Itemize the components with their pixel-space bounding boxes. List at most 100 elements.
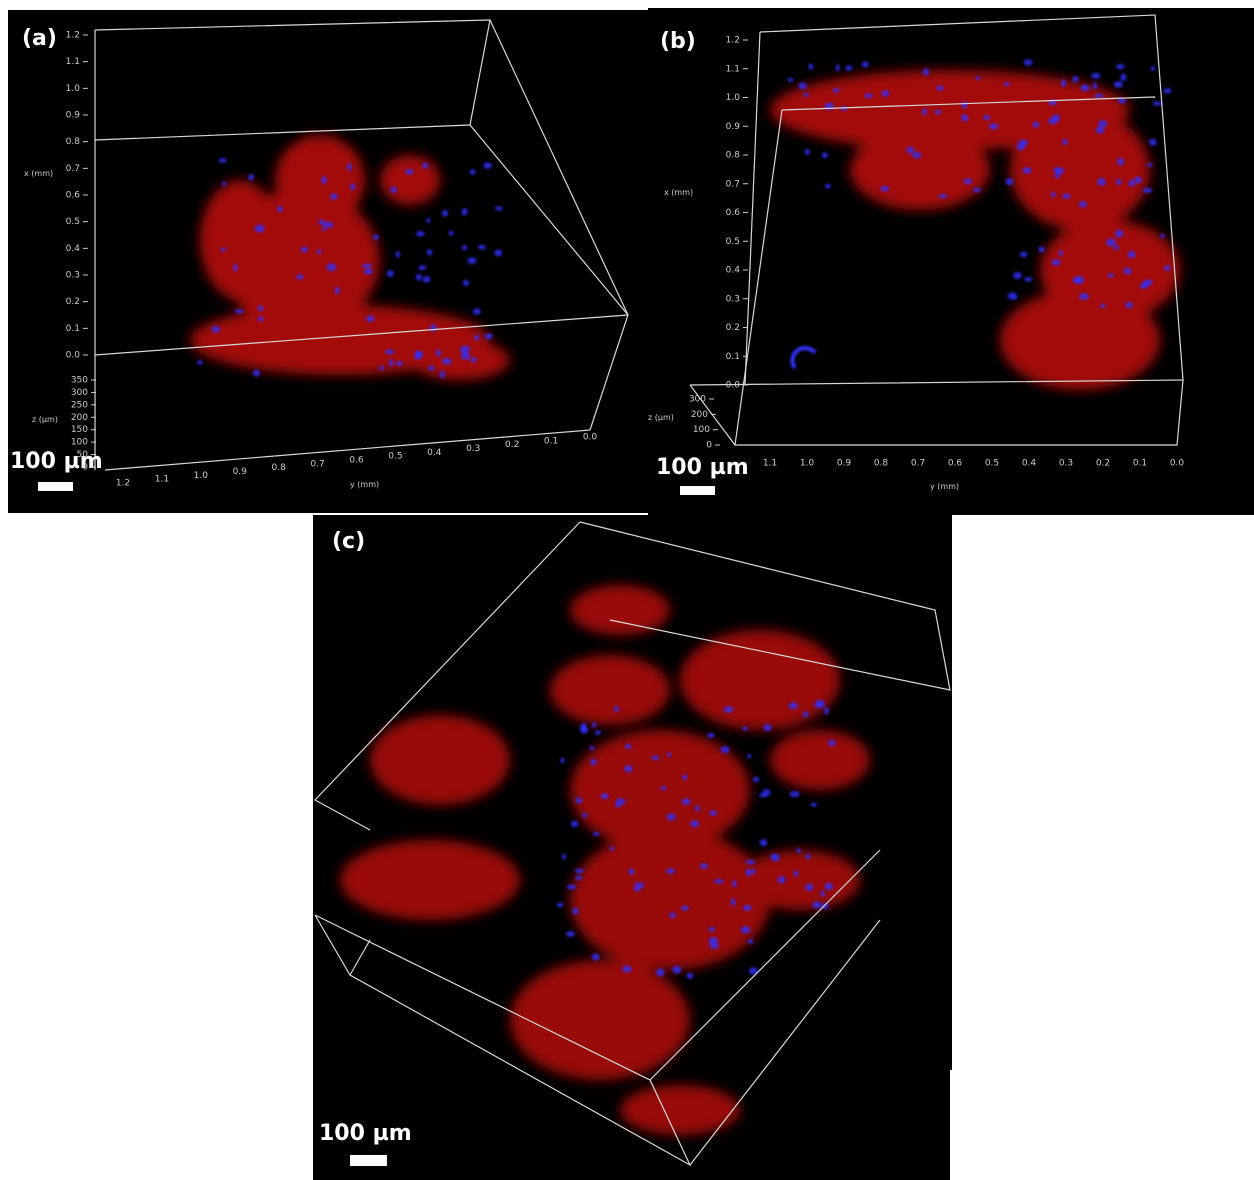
tick-label: 0.1 <box>1133 459 1147 469</box>
nucleus <box>248 174 254 181</box>
nucleus <box>862 61 869 67</box>
nucleus <box>833 88 840 93</box>
tick-label: 1.0 <box>66 84 81 94</box>
nucleus <box>440 371 445 379</box>
nucleus <box>667 813 676 820</box>
nucleus <box>822 152 828 158</box>
nucleus <box>1053 168 1061 172</box>
tick-label: 0.2 <box>1096 459 1110 469</box>
nucleus <box>1125 302 1132 308</box>
nucleus <box>803 711 809 717</box>
nucleus <box>752 869 756 874</box>
tick-label: 200 <box>71 413 88 423</box>
nucleus <box>414 351 423 359</box>
nucleus <box>387 270 394 277</box>
panel-label: (c) <box>332 529 365 554</box>
nucleus <box>1117 158 1124 165</box>
nucleus <box>825 883 833 890</box>
nucleus <box>590 759 596 766</box>
tick-label: 1.2 <box>66 31 80 41</box>
nucleus <box>1094 94 1103 98</box>
tick-label: 0.1 <box>726 352 740 362</box>
nucleus <box>389 359 393 367</box>
nucleus <box>1143 280 1153 285</box>
nucleus <box>449 231 454 236</box>
nucleus <box>700 863 708 869</box>
nucleus <box>687 973 694 979</box>
nucleus <box>1081 84 1090 91</box>
nucleus <box>614 706 619 712</box>
scale-bar <box>350 1155 387 1166</box>
nucleus <box>828 740 835 747</box>
nucleus <box>321 176 326 184</box>
tick-label: 0.4 <box>427 448 442 458</box>
nucleus <box>1020 252 1028 258</box>
nucleus <box>794 870 799 876</box>
nucleus <box>811 803 817 807</box>
nucleus <box>427 249 432 256</box>
tick-label: 0.3 <box>1059 459 1073 469</box>
tick-label: 300 <box>71 388 88 398</box>
tick-label: 350 <box>71 376 88 386</box>
nucleus <box>1004 82 1009 86</box>
nucleus <box>428 366 435 371</box>
nucleus <box>494 249 502 256</box>
nucleus <box>1114 81 1123 88</box>
nucleus <box>672 966 681 974</box>
nucleus <box>350 184 355 190</box>
nucleus <box>1116 64 1125 69</box>
tick-label: 150 <box>71 425 88 435</box>
nucleus <box>745 869 751 876</box>
tick-label: 1.1 <box>763 459 777 469</box>
nucleus <box>277 206 282 212</box>
nucleus <box>721 746 730 753</box>
nucleus <box>416 231 424 237</box>
nucleus <box>1147 163 1152 167</box>
tick-label: 1.1 <box>155 475 169 485</box>
nucleus <box>1129 180 1135 187</box>
scale-bar-label: 100 µm <box>656 455 749 480</box>
tick-label: 0.0 <box>726 381 741 391</box>
nucleus <box>197 360 203 365</box>
nucleus <box>473 308 481 314</box>
nucleus <box>690 820 699 827</box>
nucleus <box>938 194 947 198</box>
nucleus <box>666 868 675 873</box>
nucleus <box>656 969 664 977</box>
nucleus <box>234 264 238 272</box>
nucleus <box>880 186 889 191</box>
nucleus <box>1013 272 1022 279</box>
nucleus <box>805 884 813 891</box>
nucleus <box>836 64 840 71</box>
nucleus <box>1115 230 1123 238</box>
axis-title: z (µm) <box>648 413 674 422</box>
nucleus <box>1096 126 1105 133</box>
nucleus <box>495 206 503 211</box>
nucleus <box>373 234 379 240</box>
nucleus <box>1093 82 1097 89</box>
nucleus <box>652 756 660 760</box>
nucleus <box>753 777 760 782</box>
nucleus <box>1120 74 1126 82</box>
tick-label: 0.7 <box>726 179 740 189</box>
nucleus <box>708 927 715 932</box>
nucleus <box>416 274 422 281</box>
nucleus <box>1164 265 1170 271</box>
nucleus <box>335 287 340 295</box>
nucleus <box>1098 120 1107 127</box>
nucleus <box>622 966 632 973</box>
tick-label: 0.1 <box>66 324 80 334</box>
tick-label: 0.0 <box>66 351 81 361</box>
nucleus <box>922 108 927 115</box>
nucleus <box>743 726 748 731</box>
nucleus <box>639 882 643 888</box>
nucleus <box>593 832 600 836</box>
nucleus <box>390 187 397 193</box>
nucleus <box>1062 194 1071 199</box>
nucleus <box>1038 246 1045 252</box>
tick-label: 0.9 <box>233 467 248 477</box>
nucleus <box>235 309 244 313</box>
nucleus <box>681 906 689 911</box>
nucleus <box>426 218 430 223</box>
tick-label: 0.0 <box>583 433 598 443</box>
